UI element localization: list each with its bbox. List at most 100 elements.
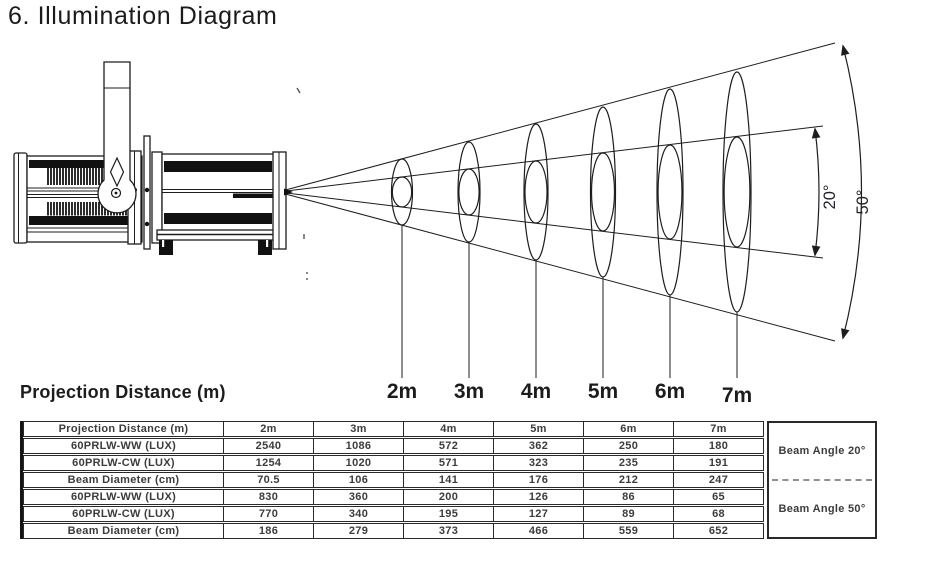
beam-spot-outer-6m: [656, 88, 684, 296]
beam-spot-inner-7m: [723, 136, 751, 248]
table-cell: 86: [583, 490, 673, 504]
table-cell: 70.5: [223, 473, 313, 487]
beam-spot-inner-2m: [391, 176, 413, 208]
distance-label-3m: 3m: [453, 380, 485, 403]
illumination-table: Projection Distance (m) 2m 3m 4m 5m 6m 7m 60PRL…: [20, 421, 764, 539]
beam-origin-wedge: [284, 188, 293, 196]
table-cell: 572: [403, 439, 493, 453]
beam-ellipses: [390, 71, 752, 378]
beam-spot-outer-4m: [523, 123, 549, 261]
table-cell: 323: [493, 456, 583, 470]
table-row-4: 60PRLW-WW (LUX) 830 360 200 126 86 65: [23, 489, 764, 505]
table-cell: 176: [493, 473, 583, 487]
table-cell: 279: [313, 524, 403, 538]
table-cell: 200: [403, 490, 493, 504]
beam-spot-inner-3m: [458, 168, 480, 216]
beam-angle-label-50: 50°: [854, 190, 872, 215]
beam-angle-arc-20: [811, 127, 821, 257]
table-cell: 7m: [673, 422, 763, 436]
table-row-1: 60PRLW-WW (LUX) 2540 1086 572 362 250 180: [23, 438, 764, 454]
beam-angle-label-20: 20°: [821, 185, 839, 210]
table-cell: 235: [583, 456, 673, 470]
table-cell: 2540: [223, 439, 313, 453]
scan-specks: [296, 87, 308, 280]
table-cell: 65: [673, 490, 763, 504]
beam-spot-outer-3m: [457, 141, 481, 243]
table-cell: 4m: [403, 422, 493, 436]
table-cell: 6m: [583, 422, 673, 436]
beam-angle-20-label: Beam Angle 20°: [778, 445, 866, 457]
table-cell: 180: [673, 439, 763, 453]
table-cell: 191: [673, 456, 763, 470]
fixture-rear-cap: [13, 152, 28, 244]
fixture-feet: [159, 240, 272, 255]
table-cell: 126: [493, 490, 583, 504]
table-cell: 770: [223, 507, 313, 521]
distance-label-5m: 5m: [587, 380, 619, 403]
table-cell: 340: [313, 507, 403, 521]
table-cell: 3m: [313, 422, 403, 436]
illumination-table-wrap: Projection Distance (m) 2m 3m 4m 5m 6m 7m 60PRL…: [20, 421, 877, 539]
beam-line-inner-top: [277, 125, 824, 193]
table-cell: 89: [583, 507, 673, 521]
beam-line-inner-bottom: [277, 191, 824, 259]
table-row-label: Projection Distance (m): [58, 423, 189, 435]
fixture-yoke: [97, 61, 137, 214]
beam-line-outer-top: [277, 42, 836, 193]
table-cell: 195: [403, 507, 493, 521]
table-cell: 362: [493, 439, 583, 453]
projection-distance-label: Projection Distance (m): [20, 382, 226, 402]
table-cell: 127: [493, 507, 583, 521]
beam-angle-50-label: Beam Angle 50°: [778, 503, 866, 515]
table-cell: 559: [583, 524, 673, 538]
distance-label-7m: 7m: [721, 384, 753, 407]
distance-label-2m: 2m: [386, 380, 418, 403]
beam-angle-box: Beam Angle 20° Beam Angle 50°: [767, 421, 877, 539]
table-cell: 212: [583, 473, 673, 487]
beam-line-outer-bottom: [277, 191, 836, 342]
table-row-6: Beam Diameter (cm) 186 279 373 466 559 652: [23, 523, 764, 539]
table-row-3: Beam Diameter (cm) 70.5 106 141 176 212 247: [23, 472, 764, 488]
beam-spot-inner-4m: [524, 160, 548, 224]
table-cell: 360: [313, 490, 403, 504]
table-cell: 5m: [493, 422, 583, 436]
distance-label-4m: 4m: [520, 380, 552, 403]
table-cell: 652: [673, 524, 763, 538]
table-row-5: 60PRLW-CW (LUX) 770 340 195 127 89 68: [23, 506, 764, 522]
yoke-diamond-cutout: [109, 156, 125, 188]
table-row-label: Beam Diameter (cm): [67, 474, 180, 486]
table-cell: 2m: [223, 422, 313, 436]
table-cell: 1086: [313, 439, 403, 453]
table-row-label: 60PRLW-CW (LUX): [72, 457, 175, 469]
table-cell: 571: [403, 456, 493, 470]
beam-angle-arc-50: [841, 44, 863, 340]
table-row-label: Beam Diameter (cm): [67, 525, 180, 537]
table-cell: 141: [403, 473, 493, 487]
beam-spot-outer-5m: [589, 106, 617, 278]
beam-spot-inner-5m: [590, 152, 616, 232]
table-cell: 1254: [223, 456, 313, 470]
fixture-thin-plate: [143, 135, 151, 250]
table-row-2: 60PRLW-CW (LUX) 1254 1020 571 323 235 191: [23, 455, 764, 471]
table-cell: 186: [223, 524, 313, 538]
distance-label-6m: 6m: [654, 380, 686, 403]
table-cell: 250: [583, 439, 673, 453]
table-cell: 830: [223, 490, 313, 504]
spotlight-fixture: [13, 61, 293, 255]
table-row-label: 60PRLW-WW (LUX): [70, 440, 177, 452]
table-cell: 106: [313, 473, 403, 487]
beam-spot-inner-6m: [657, 144, 683, 240]
page-title: 6. Illumination Diagram: [8, 2, 278, 30]
table-row-label: 60PRLW-CW (LUX): [72, 508, 175, 520]
table-cell: 466: [493, 524, 583, 538]
table-cell: 373: [403, 524, 493, 538]
table-cell: 247: [673, 473, 763, 487]
table-cell: 1020: [313, 456, 403, 470]
beam-angle-dimensions: 20° 50°: [811, 44, 872, 340]
table-row-label: 60PRLW-WW (LUX): [70, 491, 177, 503]
beam-spot-outer-7m: [722, 71, 752, 313]
beam-lines: [277, 42, 836, 342]
beam-spot-outer-2m: [390, 158, 414, 226]
